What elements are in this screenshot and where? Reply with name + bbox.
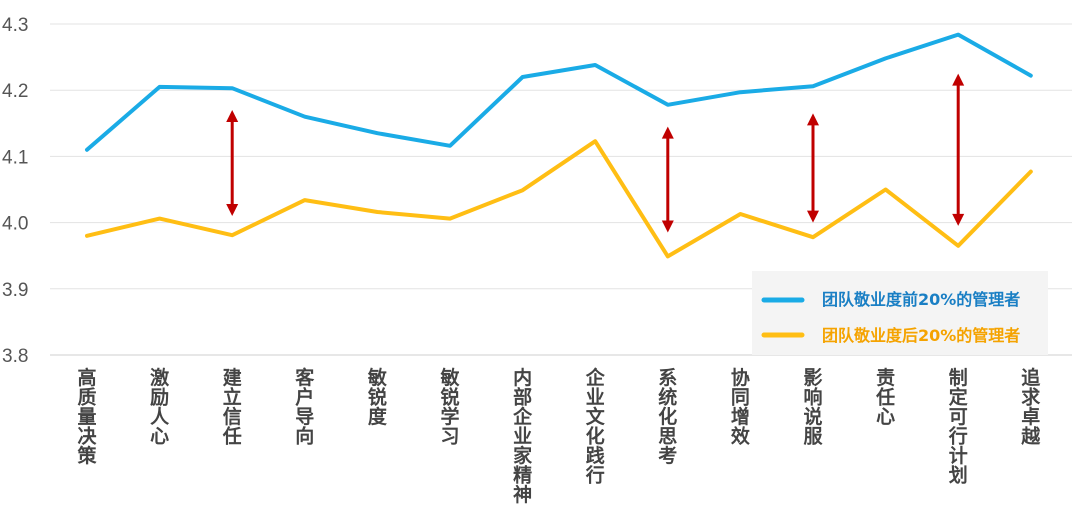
y-tick-label: 3.9 <box>2 280 28 301</box>
double-arrow <box>661 126 674 233</box>
x-tick-label: 客户导向 <box>295 366 315 448</box>
y-tick-label: 3.8 <box>2 346 28 367</box>
x-tick-label: 企业文化践行 <box>585 366 606 487</box>
x-tick-label: 影响说服 <box>803 367 823 448</box>
y-tick-label: 4.3 <box>2 15 28 36</box>
x-axis-ticks: 高质量决策 激励人心 建立信任 客户导向 敏锐度 敏锐学习 内部企业家精神 企业文化践行 系统化… <box>77 366 1041 506</box>
series-lines <box>85 32 1033 259</box>
double-arrow <box>807 113 819 223</box>
y-tick-label: 4.2 <box>2 81 28 102</box>
legend: 团队敬业度前20%的管理者 团队敬业度后20%的管理者 <box>752 271 1048 355</box>
x-tick-label: 建立信任 <box>222 366 242 448</box>
y-tick-label: 4.0 <box>2 214 28 235</box>
x-tick-label: 协同增效 <box>731 366 750 448</box>
double-arrow <box>226 110 239 216</box>
series-line-bottom20 <box>85 139 1033 259</box>
x-tick-label: 制定可行计划 <box>948 366 968 487</box>
y-tick-label: 4.1 <box>2 147 28 168</box>
x-tick-label: 追求卓越 <box>1020 366 1041 448</box>
x-tick-label: 内部企业家精神 <box>512 366 533 506</box>
x-tick-label: 责任心 <box>875 366 895 428</box>
y-axis-ticks: 3.8 3.9 4.0 4.1 4.2 4.3 <box>2 15 28 367</box>
double-arrow <box>952 73 965 226</box>
x-tick-label: 敏锐学习 <box>439 366 459 448</box>
difference-arrows <box>226 73 965 233</box>
legend-label-bottom20: 团队敬业度后20%的管理者 <box>822 326 1020 345</box>
x-tick-label: 系统化思考 <box>658 367 677 467</box>
x-tick-label: 敏锐度 <box>367 366 388 428</box>
legend-label-top20: 团队敬业度前20%的管理者 <box>822 290 1020 309</box>
x-tick-label: 激励人心 <box>150 366 170 448</box>
series-line-top20 <box>85 32 1033 152</box>
x-tick-label: 高质量决策 <box>77 366 97 467</box>
legend-background <box>752 271 1048 355</box>
